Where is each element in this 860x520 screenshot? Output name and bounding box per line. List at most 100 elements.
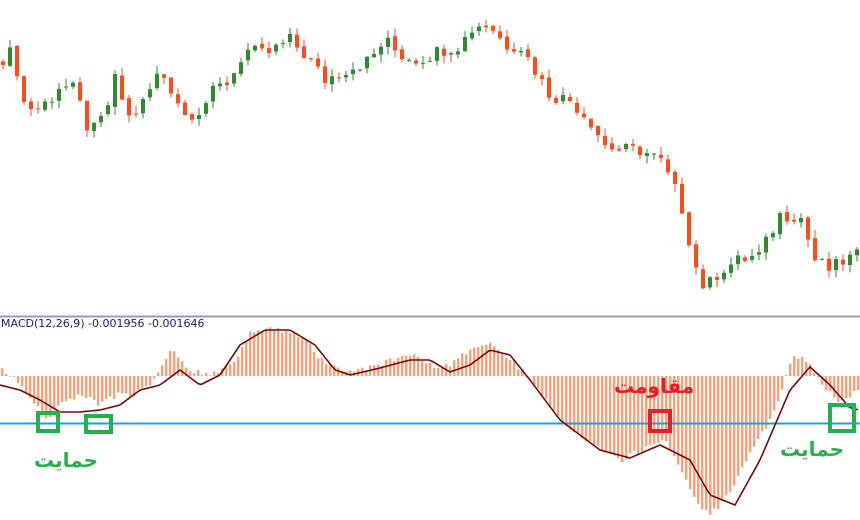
histogram-bar: [701, 376, 704, 510]
histogram-bar: [241, 346, 244, 376]
candle-body: [743, 257, 747, 261]
candle: [309, 57, 313, 62]
histogram-bar: [509, 360, 512, 376]
histogram-bar: [25, 376, 28, 394]
candle: [666, 154, 670, 175]
candle-body: [827, 258, 831, 271]
candle: [680, 177, 684, 214]
histogram-bar: [737, 376, 740, 476]
histogram-bar: [385, 359, 388, 376]
candle-body: [491, 25, 495, 31]
histogram-bar: [553, 376, 556, 411]
histogram-bar: [789, 363, 792, 376]
histogram-bar: [125, 376, 128, 394]
candle: [57, 83, 61, 109]
candle: [99, 111, 103, 127]
candle-body: [232, 73, 236, 84]
histogram-bar: [773, 376, 776, 411]
candle-body: [547, 77, 551, 98]
histogram-bar: [469, 349, 472, 376]
candle-body: [750, 255, 754, 260]
candle-body: [1, 61, 5, 65]
candle: [64, 78, 68, 91]
histogram-bar: [745, 376, 748, 462]
candle: [638, 145, 642, 160]
candle: [351, 62, 355, 81]
histogram-bar: [9, 376, 12, 377]
candle: [372, 48, 376, 58]
histogram-bar: [645, 376, 648, 447]
histogram-bar: [761, 376, 764, 432]
candle-body: [855, 249, 859, 256]
candle: [547, 69, 551, 102]
support-box-2: [84, 414, 113, 434]
candle-body: [442, 48, 446, 56]
histogram-bar: [129, 376, 132, 397]
histogram-bar: [157, 372, 160, 376]
histogram-bar: [541, 376, 544, 396]
histogram-bar: [41, 376, 44, 412]
candle: [407, 57, 411, 63]
histogram-bar: [577, 376, 580, 433]
candle-body: [316, 58, 320, 67]
candle: [505, 29, 509, 54]
candle-body: [596, 126, 600, 136]
histogram-bar: [797, 358, 800, 376]
candle-body: [456, 51, 460, 55]
histogram-bar: [113, 376, 116, 400]
histogram-bar: [65, 376, 68, 402]
candle-body: [309, 58, 313, 60]
histogram-bar: [741, 376, 744, 468]
histogram-bar: [677, 376, 680, 465]
histogram-bar: [365, 370, 368, 376]
candle-body: [435, 47, 439, 61]
candle-body: [169, 77, 173, 94]
histogram-bar: [225, 366, 228, 376]
candle-body: [708, 277, 712, 288]
candle: [575, 97, 579, 116]
histogram-bar: [581, 376, 584, 439]
histogram-bar: [777, 376, 780, 402]
candle-body: [120, 75, 124, 100]
candle-body: [540, 75, 544, 79]
histogram-bar: [809, 364, 812, 376]
histogram-bar: [501, 352, 504, 376]
candle: [582, 106, 586, 120]
histogram-bar: [333, 365, 336, 376]
histogram-bar: [57, 376, 60, 406]
histogram-bar: [641, 376, 644, 452]
candle-body: [841, 259, 845, 265]
support-label-left: حمایت: [34, 448, 99, 472]
candle: [771, 230, 775, 241]
histogram-bar: [429, 362, 432, 376]
histogram-bar: [77, 376, 80, 395]
histogram-bar: [1, 368, 4, 376]
candle: [330, 68, 334, 92]
histogram-bar: [841, 376, 844, 401]
histogram-bar: [521, 368, 524, 376]
candle: [204, 100, 208, 117]
candle: [43, 98, 47, 112]
candle: [834, 256, 838, 278]
histogram-bar: [213, 371, 216, 376]
candle-body: [218, 83, 222, 87]
histogram-bar: [537, 376, 540, 389]
histogram-bar: [457, 358, 460, 376]
candle-body: [505, 36, 509, 50]
candle-body: [512, 49, 516, 52]
candle-body: [470, 32, 474, 39]
candle-body: [162, 74, 166, 78]
histogram-bar: [309, 343, 312, 376]
histogram-bar: [437, 367, 440, 376]
candle-body: [85, 100, 89, 131]
candle-body: [729, 264, 733, 273]
histogram-bar: [209, 375, 212, 376]
candle-body: [176, 94, 180, 104]
candle: [295, 28, 299, 52]
candle-body: [701, 269, 705, 289]
histogram-bar: [633, 376, 636, 451]
resistance-label: مقاومت: [614, 374, 695, 398]
histogram-bar: [661, 376, 664, 441]
candle-body: [484, 25, 488, 28]
candle-body: [22, 76, 26, 102]
